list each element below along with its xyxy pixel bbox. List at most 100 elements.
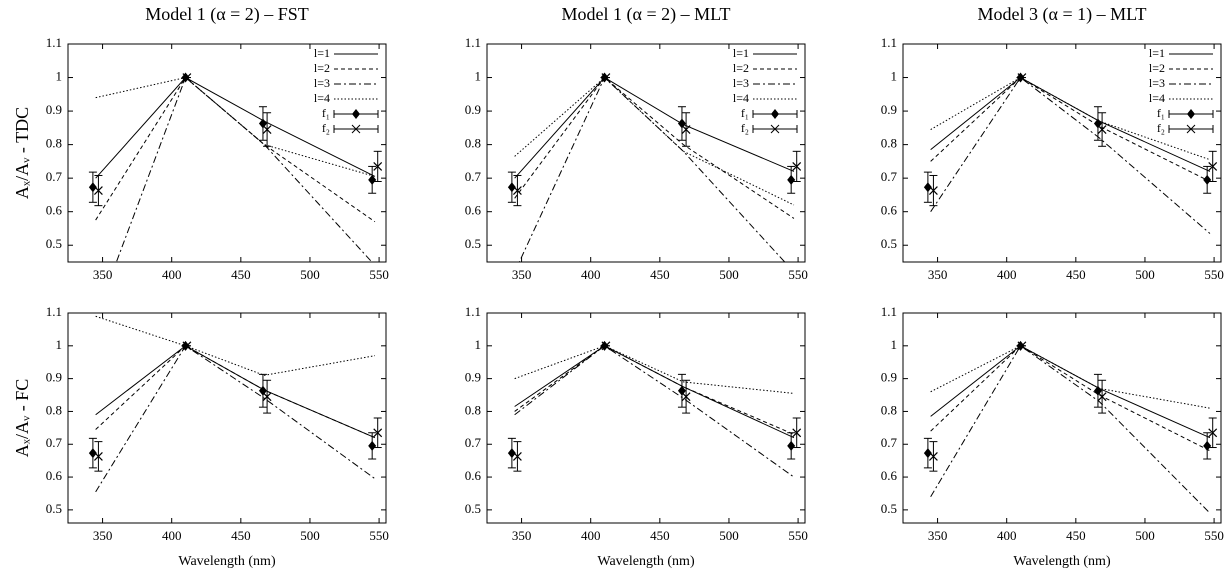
y-axis-label: Aₓ/Aᵥ - FC <box>12 379 32 458</box>
marker-diamond <box>677 385 686 396</box>
legend-label: f₂ <box>1157 121 1165 135</box>
model-line <box>514 345 795 435</box>
y-tick-label: 0.5 <box>881 236 897 251</box>
y-tick-label: 0.8 <box>465 402 481 417</box>
x-tick-label: 500 <box>719 267 739 282</box>
model-line <box>95 76 376 177</box>
y-tick-label: 0.8 <box>46 136 62 151</box>
plot-area <box>88 315 383 493</box>
marker-diamond <box>258 385 267 396</box>
model-line <box>115 76 373 262</box>
x-tick-label: 550 <box>1204 528 1224 543</box>
x-tick-label: 500 <box>300 267 320 282</box>
y-tick-label: 1.1 <box>46 35 62 50</box>
y-tick-label: 1 <box>56 337 63 352</box>
model-line <box>514 76 795 206</box>
legend-label: l=3 <box>733 76 749 90</box>
panel-title: Model 1 (α = 2) – FST <box>145 4 309 25</box>
plot-frame <box>902 312 1222 524</box>
y-tick-label: 0.9 <box>46 102 62 117</box>
x-tick-label: 350 <box>928 267 948 282</box>
marker-cross <box>1097 392 1107 402</box>
y-tick-label: 0.7 <box>46 169 63 184</box>
marker-cross <box>681 125 691 134</box>
x-tick-label: 400 <box>997 528 1017 543</box>
marker-diamond <box>88 182 97 193</box>
legend-label: l=2 <box>1149 61 1165 75</box>
y-tick-label: 1 <box>56 69 63 84</box>
y-tick-label: 0.6 <box>465 468 482 483</box>
model-line <box>930 345 1211 514</box>
marker-cross <box>1097 125 1107 134</box>
model-line <box>514 76 795 219</box>
marker-cross <box>182 73 192 82</box>
marker-cross <box>928 451 938 461</box>
legend-label: f₁ <box>741 106 749 120</box>
y-tick-label: 0.5 <box>465 236 481 251</box>
plot-area <box>923 72 1218 234</box>
y-tick-label: 0.7 <box>465 169 482 184</box>
marker-cross <box>681 392 691 402</box>
x-tick-label: 400 <box>162 267 182 282</box>
legend-marker <box>352 109 360 119</box>
marker-diamond <box>258 118 267 129</box>
x-tick-label: 550 <box>1204 267 1224 282</box>
marker-diamond <box>507 182 516 193</box>
marker-diamond <box>1093 385 1102 396</box>
x-tick-label: 500 <box>719 528 739 543</box>
y-tick-label: 1 <box>891 337 898 352</box>
marker-cross <box>601 341 611 351</box>
x-axis-label: Wavelength (nm) <box>597 554 695 569</box>
model-line <box>930 76 1211 234</box>
marker-cross <box>512 451 522 461</box>
legend-marker <box>1187 109 1195 119</box>
marker-cross <box>93 451 103 461</box>
y-tick-label: 0.9 <box>46 370 62 385</box>
marker-cross <box>373 161 383 171</box>
x-tick-label: 350 <box>93 528 113 543</box>
y-tick-label: 0.8 <box>881 402 897 417</box>
model-line <box>95 76 376 179</box>
plot-frame <box>67 312 387 524</box>
x-tick-label: 550 <box>369 267 389 282</box>
marker-cross <box>1208 428 1218 438</box>
legend-label: l=4 <box>1149 91 1165 105</box>
legend-label: f₁ <box>1157 106 1165 120</box>
model-line <box>930 76 1211 161</box>
model-line <box>930 345 1211 452</box>
marker-diamond <box>677 118 686 129</box>
panel: 0.5 0.6 0.7 0.8 0.9 1 1.1 350 400 450 500 550 Model … <box>465 4 808 282</box>
marker-cross <box>262 125 272 134</box>
marker-diamond <box>1203 440 1212 451</box>
y-tick-label: 0.8 <box>465 136 481 151</box>
legend-label: f₁ <box>322 106 330 120</box>
y-tick-label: 1.1 <box>46 304 62 319</box>
y-tick-label: 0.7 <box>46 435 63 450</box>
y-tick-label: 0.7 <box>465 435 482 450</box>
marker-cross <box>373 428 383 438</box>
y-tick-label: 1.1 <box>465 35 481 50</box>
marker-cross <box>1017 341 1027 351</box>
marker-diamond <box>923 182 932 193</box>
marker-diamond <box>368 174 377 185</box>
plot-area <box>88 72 383 262</box>
y-tick-label: 0.6 <box>46 468 63 483</box>
legend-label: l=2 <box>314 61 330 75</box>
marker-cross <box>262 392 272 402</box>
y-tick-label: 0.5 <box>881 501 897 516</box>
x-tick-label: 350 <box>512 267 532 282</box>
x-tick-label: 350 <box>93 267 113 282</box>
legend-label: l=2 <box>733 61 749 75</box>
y-tick-label: 0.9 <box>465 370 481 385</box>
marker-diamond <box>1093 118 1102 129</box>
marker-cross <box>1017 73 1027 82</box>
x-tick-label: 450 <box>231 528 251 543</box>
panel: 0.5 0.6 0.7 0.8 0.9 1 1.1 350 400 450 500 550 Wavele… <box>881 304 1224 569</box>
y-tick-label: 0.6 <box>881 203 898 218</box>
x-tick-label: 400 <box>997 267 1017 282</box>
y-tick-label: 1 <box>891 69 898 84</box>
model-line <box>95 315 376 376</box>
plot-frame <box>902 43 1222 263</box>
marker-cross <box>512 186 522 195</box>
